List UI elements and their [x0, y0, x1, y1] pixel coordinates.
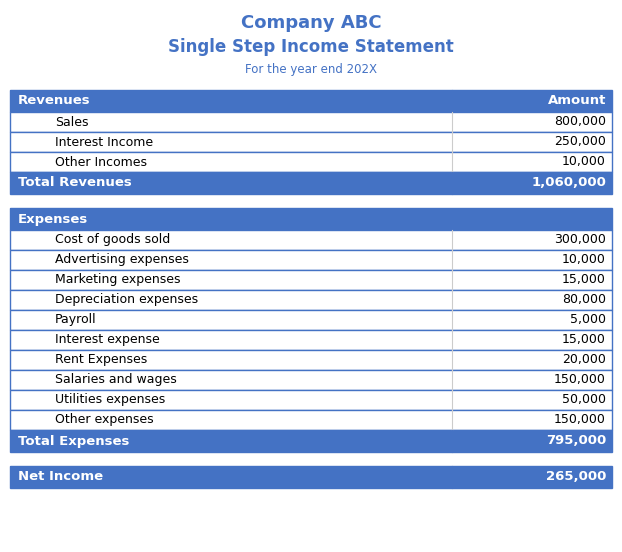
Bar — [10, 270, 612, 290]
Bar — [10, 132, 612, 152]
Text: 20,000: 20,000 — [562, 353, 606, 367]
Text: Interest expense: Interest expense — [55, 333, 160, 347]
Bar — [10, 310, 612, 330]
Text: Net Income: Net Income — [18, 470, 103, 484]
Bar — [10, 410, 612, 430]
Text: Payroll: Payroll — [55, 314, 96, 326]
Bar — [10, 208, 612, 230]
Bar — [10, 370, 612, 390]
Text: 1,060,000: 1,060,000 — [531, 177, 606, 189]
Text: Revenues: Revenues — [18, 94, 91, 108]
Text: 150,000: 150,000 — [554, 374, 606, 386]
Bar — [10, 390, 612, 410]
Bar — [10, 350, 612, 370]
Bar — [10, 172, 612, 194]
Text: 80,000: 80,000 — [562, 294, 606, 306]
Text: Expenses: Expenses — [18, 213, 88, 226]
Text: 795,000: 795,000 — [545, 434, 606, 448]
Text: Salaries and wages: Salaries and wages — [55, 374, 177, 386]
Text: Depreciation expenses: Depreciation expenses — [55, 294, 198, 306]
Text: 15,000: 15,000 — [562, 273, 606, 286]
Text: Advertising expenses: Advertising expenses — [55, 253, 189, 267]
Bar — [10, 208, 612, 230]
Text: Sales: Sales — [55, 115, 88, 129]
Bar — [10, 90, 612, 112]
Text: Interest Income: Interest Income — [55, 135, 153, 148]
Bar — [10, 152, 612, 172]
Bar — [10, 250, 612, 270]
Text: 300,000: 300,000 — [554, 233, 606, 247]
Text: Total Revenues: Total Revenues — [18, 177, 132, 189]
Bar — [10, 350, 612, 370]
Text: Other Incomes: Other Incomes — [55, 156, 147, 168]
Bar — [10, 310, 612, 330]
Text: For the year end 202X: For the year end 202X — [245, 63, 377, 76]
Text: 250,000: 250,000 — [554, 135, 606, 148]
Bar — [10, 466, 612, 488]
Bar — [10, 270, 612, 290]
Text: 5,000: 5,000 — [570, 314, 606, 326]
Bar — [10, 290, 612, 310]
Bar — [10, 370, 612, 390]
Text: 15,000: 15,000 — [562, 333, 606, 347]
Text: Marketing expenses: Marketing expenses — [55, 273, 180, 286]
Bar — [10, 430, 612, 452]
Bar — [10, 90, 612, 112]
Text: Other expenses: Other expenses — [55, 413, 154, 427]
Text: Cost of goods sold: Cost of goods sold — [55, 233, 170, 247]
Bar — [10, 230, 612, 250]
Bar — [10, 330, 612, 350]
Text: 50,000: 50,000 — [562, 394, 606, 406]
Text: Amount: Amount — [547, 94, 606, 108]
Bar — [10, 230, 612, 250]
Bar — [10, 290, 612, 310]
Bar — [10, 430, 612, 452]
Text: 265,000: 265,000 — [545, 470, 606, 484]
Bar — [10, 410, 612, 430]
Text: Total Expenses: Total Expenses — [18, 434, 129, 448]
Bar — [10, 112, 612, 132]
Text: 150,000: 150,000 — [554, 413, 606, 427]
Bar — [10, 172, 612, 194]
Bar — [10, 250, 612, 270]
Text: 10,000: 10,000 — [562, 156, 606, 168]
Bar — [10, 112, 612, 132]
Bar — [10, 330, 612, 350]
Bar — [10, 152, 612, 172]
Bar — [10, 390, 612, 410]
Text: 800,000: 800,000 — [554, 115, 606, 129]
Bar — [10, 466, 612, 488]
Text: 10,000: 10,000 — [562, 253, 606, 267]
Bar — [10, 132, 612, 152]
Text: Utilities expenses: Utilities expenses — [55, 394, 165, 406]
Text: Company ABC: Company ABC — [241, 14, 381, 32]
Text: Rent Expenses: Rent Expenses — [55, 353, 147, 367]
Text: Single Step Income Statement: Single Step Income Statement — [168, 38, 454, 56]
